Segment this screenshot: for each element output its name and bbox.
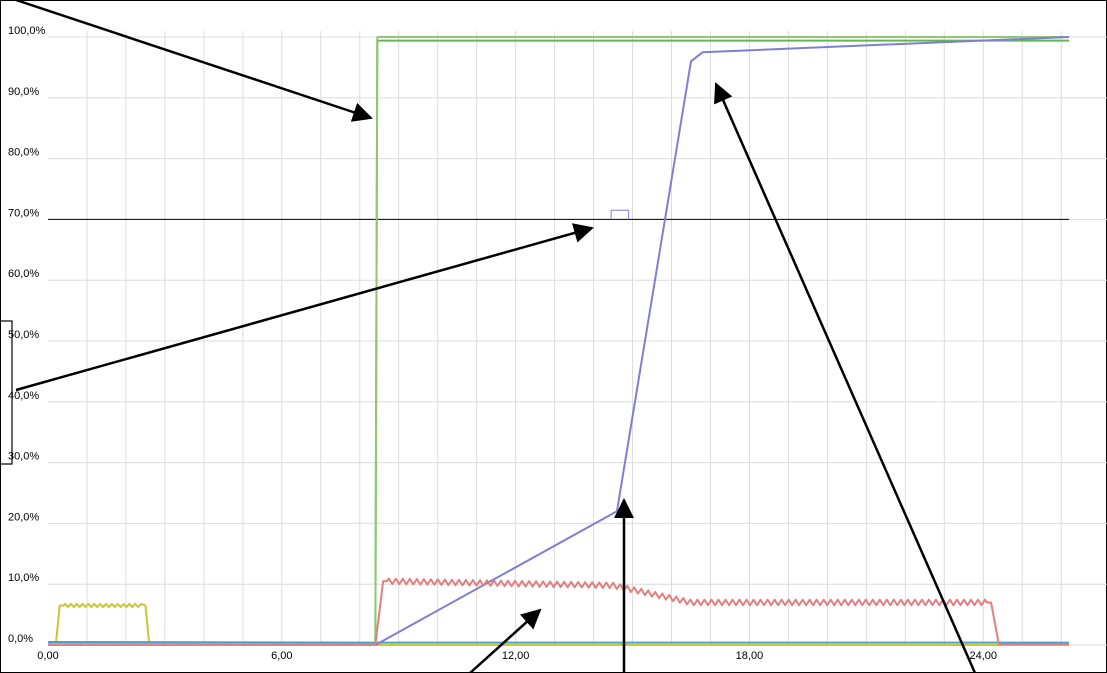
x-axis-ticks: 0,00 6,00 12,00 18,00 24,00 [37, 650, 997, 662]
x-tick-label: 12,00 [502, 650, 530, 662]
annotation-arrow [469, 608, 542, 673]
y-tick-label: 30,0% [8, 451, 39, 463]
y-tick-label: 70,0% [8, 207, 39, 219]
annotation-arrow [15, 0, 373, 122]
y-tick-label: 90,0% [8, 86, 39, 98]
y-tick-label: 60,0% [8, 268, 39, 280]
series-line-0 [48, 602, 1069, 646]
series-line-5 [48, 577, 1069, 646]
x-tick-label: 0,00 [37, 650, 58, 662]
y-tick-label: 100,0% [8, 25, 46, 37]
y-tick-label: 40,0% [8, 390, 39, 402]
y-tick-label: 10,0% [8, 572, 39, 584]
x-tick-label: 24,00 [970, 650, 998, 662]
x-tick-label: 6,00 [271, 650, 292, 662]
y-tick-label: 0,0% [8, 633, 33, 645]
series-line-3 [47, 640, 1069, 644]
annotation-side-box [0, 320, 13, 465]
marker-bracket [610, 209, 630, 220]
annotation-arrows [15, 0, 977, 673]
annotation-arrow [15, 223, 594, 392]
y-axis-ticks: 0,0% 10,0% 20,0% 30,0% 40,0% 50,0% 60,0% 70,0% 8… [8, 25, 46, 645]
series-group [47, 36, 1070, 646]
y-tick-label: 20,0% [8, 511, 39, 523]
y-tick-label: 50,0% [8, 329, 39, 341]
y-tick-label: 80,0% [8, 147, 39, 159]
x-tick-label: 18,00 [736, 650, 764, 662]
annotation-arrow [714, 82, 977, 673]
grid [48, 31, 1107, 646]
